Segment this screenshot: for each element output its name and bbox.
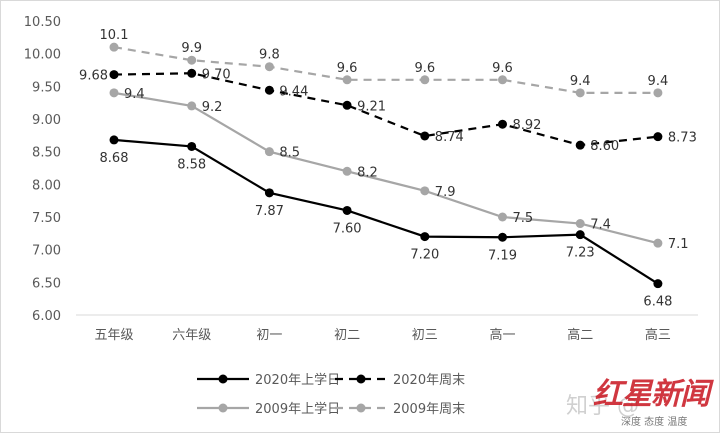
data-label: 7.23 (566, 246, 595, 261)
data-point (342, 166, 352, 176)
data-label: 8.73 (668, 131, 697, 146)
legend-marker (356, 374, 366, 384)
data-point (653, 238, 663, 248)
data-point (498, 119, 507, 129)
x-tick-label: 六年级 (172, 328, 211, 343)
data-label: 9.21 (357, 99, 386, 114)
legend-marker (218, 374, 228, 384)
y-tick-label: 6.50 (32, 276, 61, 291)
data-label: 9.6 (414, 61, 435, 76)
data-point (653, 132, 663, 142)
data-label: 8.58 (177, 157, 206, 172)
data-point (575, 140, 585, 150)
data-label: 7.5 (513, 211, 534, 226)
data-point (187, 101, 197, 111)
data-label: 8.92 (513, 118, 542, 133)
data-point (420, 186, 430, 196)
y-tick-label: 8.00 (32, 178, 61, 193)
x-tick-label: 初一 (256, 328, 282, 343)
data-point (264, 85, 274, 95)
y-tick-label: 10.50 (24, 15, 61, 30)
x-tick-label: 高二 (567, 327, 593, 343)
hongxing-news-logo: 红星新闻 (593, 377, 710, 412)
zhihu-watermark: 知乎 @ (566, 394, 639, 419)
data-label: 8.2 (357, 165, 378, 180)
data-label: 9.4 (570, 74, 591, 89)
series-line (113, 72, 659, 147)
data-point (109, 88, 119, 98)
legend-label: 2009年周末 (393, 402, 465, 417)
data-label: 7.87 (255, 204, 284, 219)
series-line (113, 91, 659, 245)
x-tick-label: 初二 (334, 328, 360, 343)
data-label: 9.6 (337, 61, 358, 76)
data-point (575, 230, 585, 240)
data-point (575, 88, 585, 98)
y-tick-label: 6.00 (32, 309, 61, 324)
data-point (420, 232, 430, 242)
y-tick-label: 7.50 (32, 211, 61, 226)
data-point (264, 62, 274, 72)
data-label: 9.8 (259, 48, 280, 63)
data-label: 9.44 (279, 84, 308, 99)
legend-label: 2020年周末 (393, 373, 465, 388)
data-label: 7.9 (435, 185, 456, 200)
data-point (653, 279, 663, 289)
logo-slogan: 深度 态度 温度 (621, 417, 688, 428)
legend-label: 2009年上学日 (255, 401, 340, 417)
data-label: 9.6 (492, 61, 513, 76)
data-label: 9.4 (124, 87, 145, 102)
data-point (109, 42, 119, 52)
data-label: 9.70 (202, 67, 231, 82)
x-tick-label: 高三 (645, 327, 671, 343)
y-tick-label: 7.00 (32, 244, 61, 259)
data-label: 9.68 (79, 69, 108, 84)
data-point (187, 68, 197, 78)
data-label: 9.9 (181, 41, 202, 56)
x-tick-label: 高一 (489, 327, 515, 343)
data-point (187, 55, 197, 65)
data-point (109, 70, 119, 80)
data-point (575, 219, 585, 229)
data-label: 8.74 (435, 130, 464, 145)
data-label: 8.68 (100, 151, 129, 166)
legend-marker (218, 403, 228, 413)
y-tick-label: 9.50 (32, 80, 61, 95)
data-point (342, 75, 352, 85)
data-label: 10.1 (100, 28, 129, 43)
data-label: 7.4 (590, 218, 611, 233)
series-line (113, 138, 659, 285)
series-line (113, 46, 658, 94)
data-point (109, 135, 119, 145)
x-tick-label: 初三 (412, 328, 438, 343)
data-label: 8.60 (590, 139, 619, 154)
data-point (187, 141, 197, 151)
data-label: 7.1 (668, 237, 689, 252)
data-label: 7.60 (333, 221, 362, 236)
data-point (498, 212, 507, 222)
data-point (264, 188, 274, 198)
data-label: 7.19 (488, 248, 517, 263)
x-tick-label: 五年级 (94, 328, 133, 343)
y-tick-label: 9.00 (32, 113, 61, 128)
data-point (420, 131, 430, 141)
y-tick-label: 10.00 (24, 48, 61, 63)
data-point (342, 100, 352, 110)
data-label: 6.48 (643, 295, 672, 310)
legend-label: 2020年上学日 (255, 372, 340, 388)
data-point (264, 147, 274, 157)
legend-marker (356, 403, 366, 413)
data-label: 8.5 (279, 146, 300, 161)
data-label: 7.20 (410, 248, 439, 263)
y-tick-label: 8.50 (32, 146, 61, 161)
data-point (498, 232, 507, 242)
data-point (498, 75, 507, 85)
data-point (653, 88, 663, 98)
data-point (342, 205, 352, 215)
data-label: 9.2 (202, 100, 223, 115)
data-point (420, 75, 430, 85)
data-label: 9.4 (648, 74, 669, 89)
